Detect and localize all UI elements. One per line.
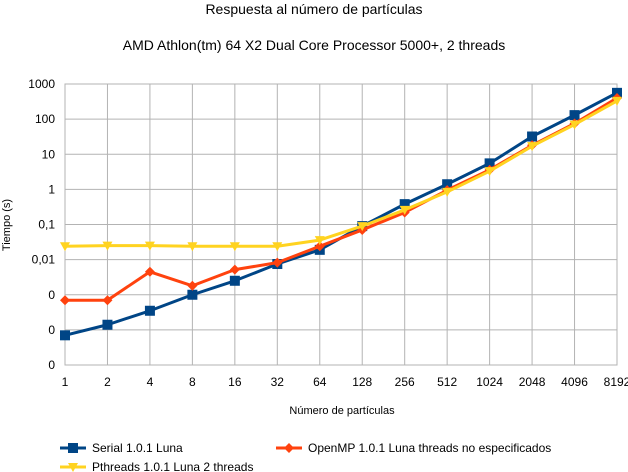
chart-subtitle: AMD Athlon(tm) 64 X2 Dual Core Processor… — [123, 37, 505, 53]
data-point — [60, 330, 70, 341]
data-point — [229, 242, 240, 252]
series-1 — [60, 87, 622, 341]
data-point — [569, 110, 580, 121]
y-axis-label: Tiempo (s) — [1, 199, 13, 251]
data-point — [102, 241, 113, 251]
y-tick-label: 10 — [42, 147, 56, 161]
x-tick-label: 1 — [62, 375, 69, 389]
x-tick-label: 1024 — [476, 375, 503, 389]
series-3 — [60, 96, 622, 252]
y-tick-label: 1 — [48, 182, 55, 196]
y-tick-label: 0 — [48, 323, 55, 337]
legend-label: Serial 1.0.1 Luna — [92, 441, 183, 455]
legend-marker — [68, 443, 78, 453]
data-point — [399, 199, 410, 210]
legend-label: OpenMP 1.0.1 Luna threads no especificad… — [308, 441, 551, 455]
data-point — [60, 295, 70, 306]
x-tick-label: 256 — [395, 375, 415, 389]
y-axis: 1000 100 10 1 0,1 0,01 0 0 0 — [28, 77, 55, 372]
x-tick-label: 2048 — [519, 375, 546, 389]
data-point — [612, 96, 622, 106]
plot-border — [64, 83, 618, 366]
data-point — [187, 280, 198, 291]
legend-item: Serial 1.0.1 Luna — [60, 441, 183, 455]
data-point — [357, 222, 368, 232]
data-point — [442, 187, 453, 197]
plot-frame — [64, 83, 618, 366]
series-line — [64, 91, 618, 337]
y-tick-label: 1000 — [28, 77, 55, 91]
legend-marker — [68, 463, 78, 472]
data-point — [144, 305, 155, 316]
x-axis: 1 2 4 8 16 32 64 128 256 512 1024 2048 4096 8192 — [62, 375, 628, 389]
x-tick-label: 8192 — [604, 375, 628, 389]
legend-item: Pthreads 1.0.1 Luna 2 threads — [60, 460, 253, 472]
data-point — [399, 205, 410, 215]
grid — [64, 83, 618, 366]
data-point — [612, 87, 622, 98]
x-tick-label: 8 — [189, 375, 196, 389]
data-point — [527, 142, 538, 152]
data-point — [484, 167, 495, 177]
x-tick-label: 4096 — [561, 375, 588, 389]
x-tick-label: 512 — [437, 375, 457, 389]
y-tick-label: 0,01 — [32, 253, 56, 267]
x-axis-label: Número de partículas — [289, 405, 395, 417]
data-point — [484, 158, 495, 169]
series-line — [64, 99, 618, 248]
data-point — [144, 241, 155, 251]
x-tick-label: 32 — [271, 375, 285, 389]
x-tick-label: 128 — [352, 375, 372, 389]
chart-title: Respuesta al número de partículas — [205, 1, 422, 17]
y-tick-label: 0,1 — [38, 218, 55, 232]
data-point — [102, 319, 113, 330]
x-tick-label: 2 — [104, 375, 111, 389]
data-point — [272, 242, 283, 252]
data-point — [187, 289, 198, 300]
data-point — [144, 266, 155, 277]
x-tick-label: 16 — [228, 375, 242, 389]
y-tick-label: 0 — [48, 288, 55, 302]
data-point — [272, 257, 283, 268]
legend-marker — [284, 443, 294, 453]
y-tick-label: 0 — [48, 358, 55, 372]
data-point — [527, 131, 538, 142]
data-point — [229, 264, 240, 275]
legend: Serial 1.0.1 Luna OpenMP 1.0.1 Luna threa… — [60, 441, 551, 472]
data-point — [314, 241, 325, 252]
data-point — [187, 242, 198, 252]
x-tick-label: 64 — [313, 375, 327, 389]
data-point — [60, 242, 70, 252]
data-point — [314, 236, 325, 246]
legend-item: OpenMP 1.0.1 Luna threads no especificad… — [276, 441, 551, 455]
series-group — [60, 87, 622, 341]
data-point — [569, 120, 580, 130]
data-point — [442, 179, 453, 190]
y-tick-label: 100 — [35, 112, 55, 126]
legend-label: Pthreads 1.0.1 Luna 2 threads — [92, 460, 253, 472]
series-2 — [60, 92, 622, 306]
data-point — [229, 275, 240, 286]
x-tick-label: 4 — [147, 375, 154, 389]
data-point — [102, 295, 113, 306]
